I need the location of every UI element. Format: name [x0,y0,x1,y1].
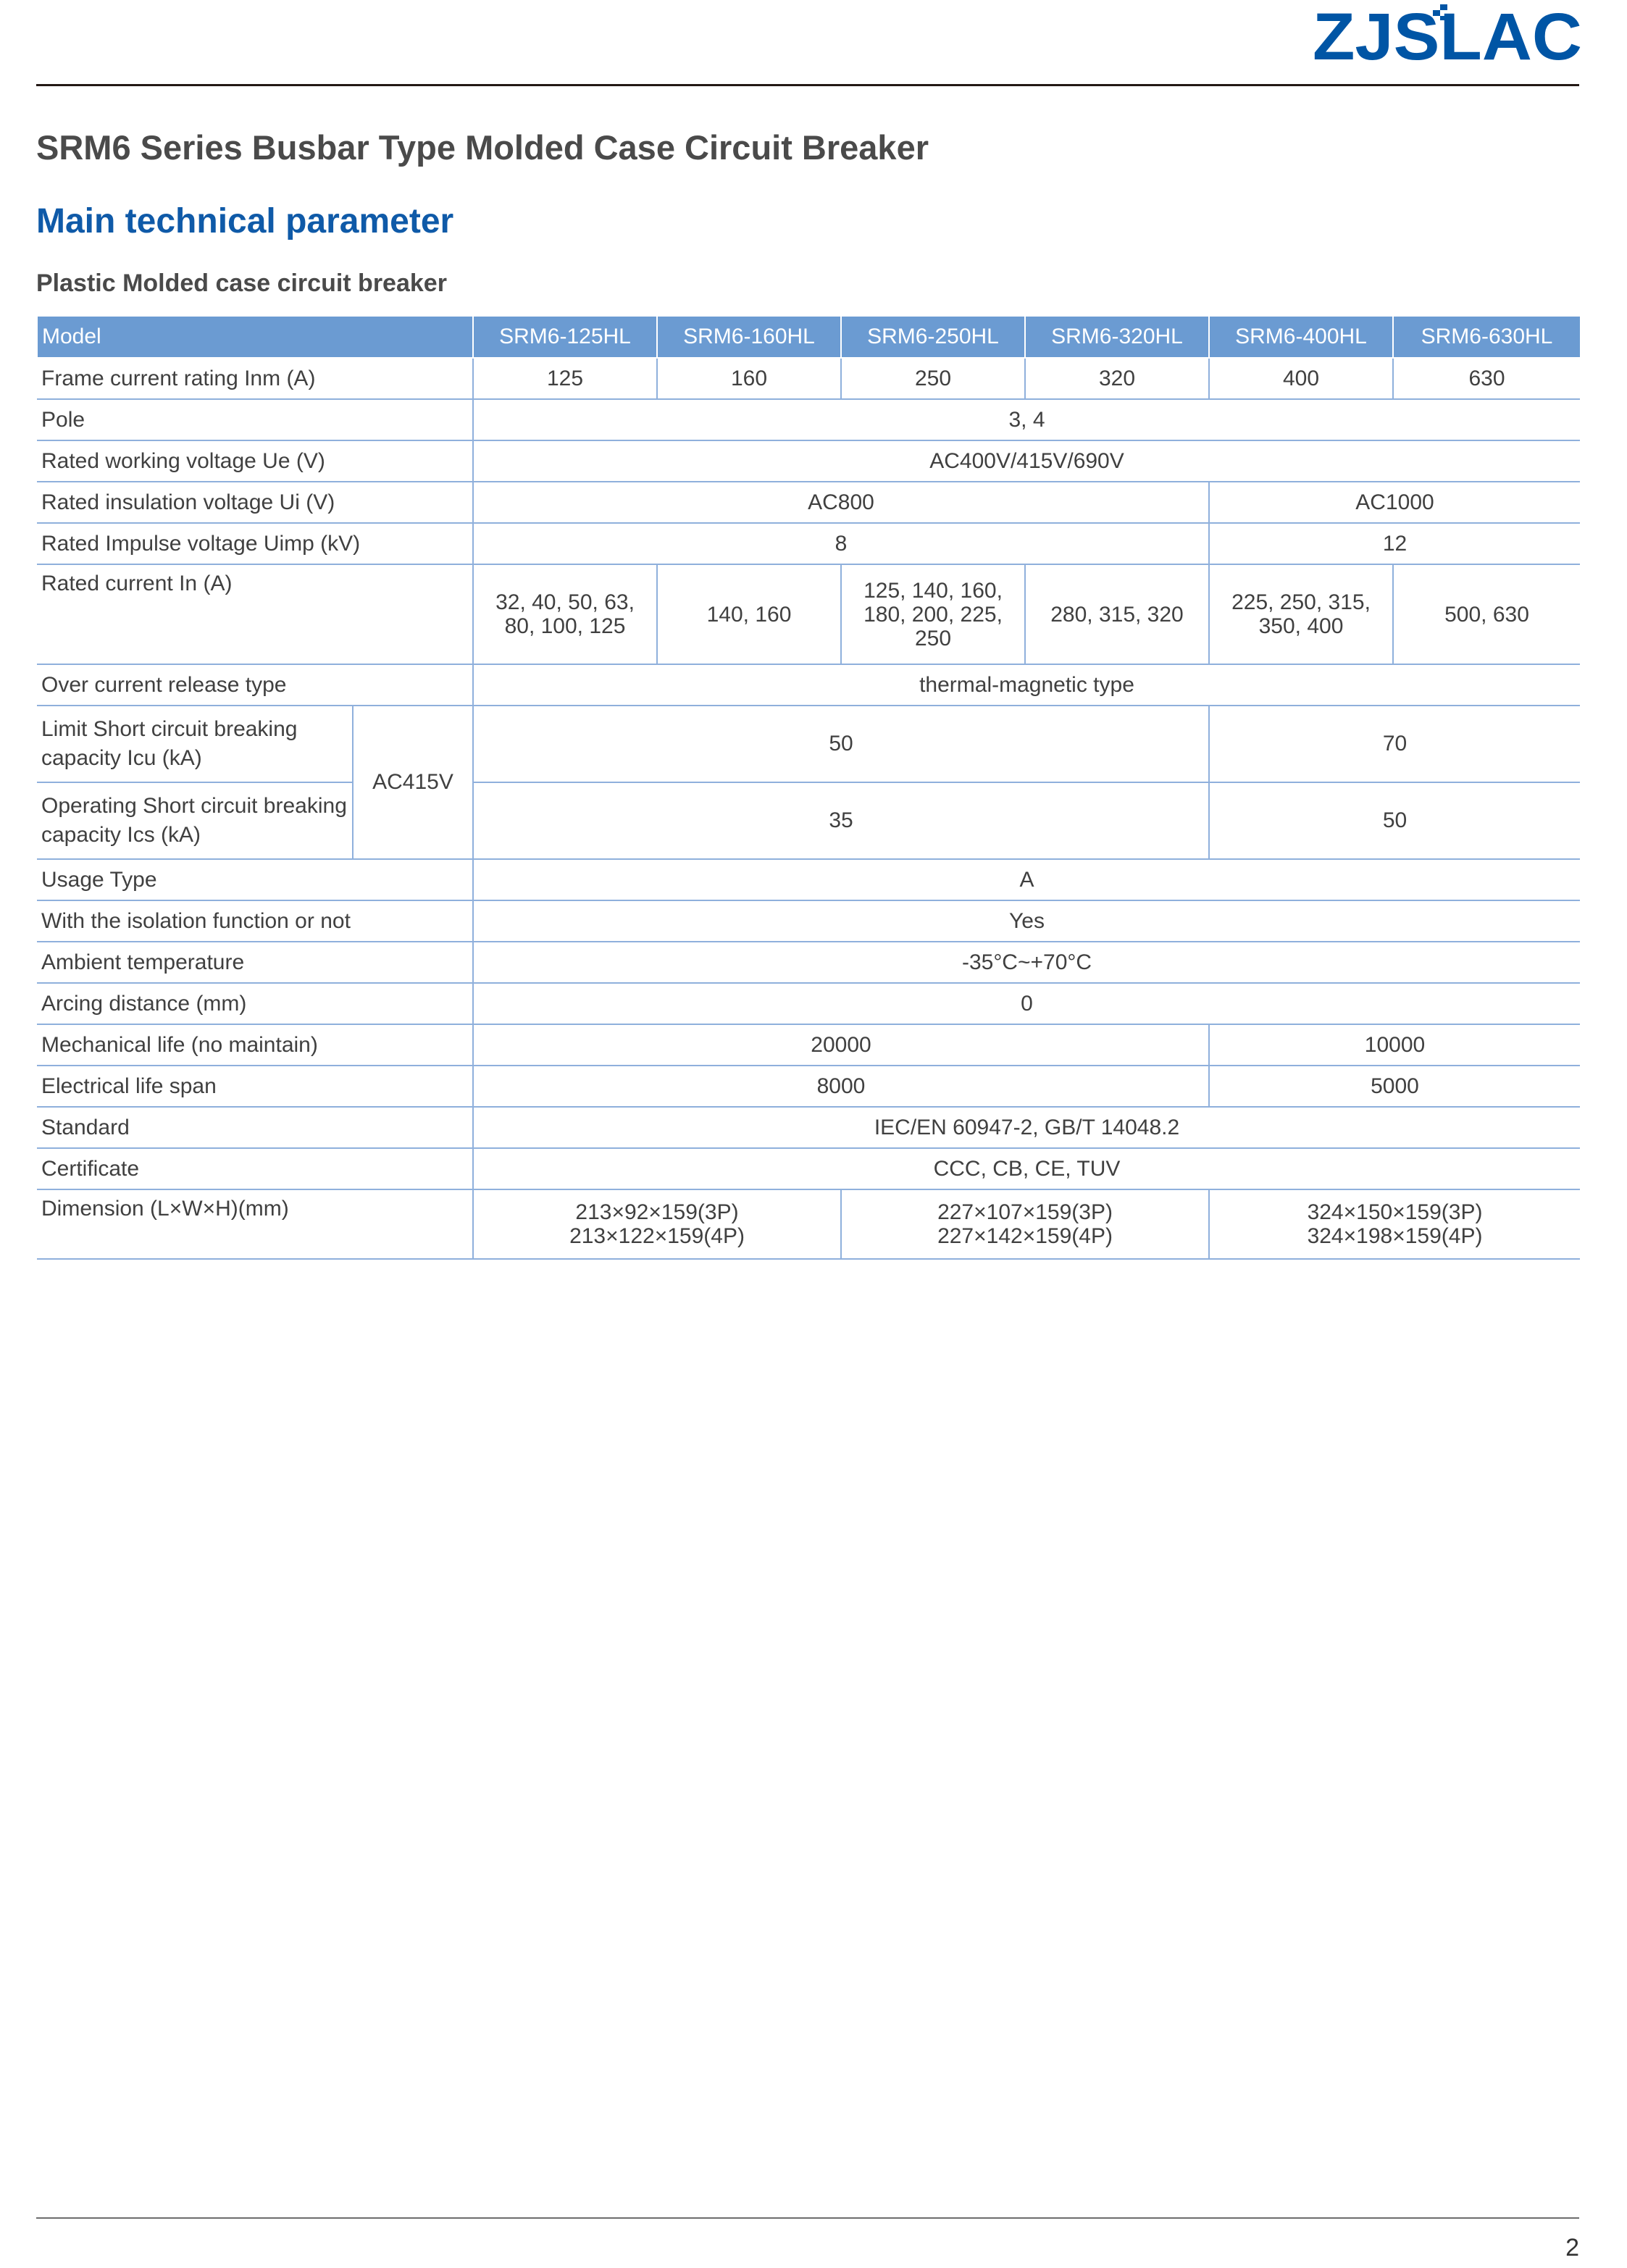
table-row: Frame current rating Inm (A) 125 160 250 320… [37,357,1580,400]
table-cell: 10000 [1208,1024,1580,1066]
table-cell: 8000 [472,1065,1210,1108]
table-row: Electrical life span 8000 5000 [37,1065,1580,1108]
row-label: Standard [37,1106,474,1149]
row-label: Ambient temperature [37,941,474,984]
row-label: Usage Type [37,858,474,901]
section-heading: Main technical parameter [36,202,454,240]
row-label: Certificate [37,1147,474,1190]
header-cell-model-3: SRM6-250HL [840,317,1026,359]
table-cell: 8 [472,522,1210,565]
table-header-row: Model SRM6-125HL SRM6-160HL SRM6-250HL SRM6-… [36,317,1580,359]
row-label: Mechanical life (no maintain) [37,1024,474,1066]
table-cell: 250 [840,357,1026,400]
header-cell-model-5: SRM6-400HL [1208,317,1394,359]
table-cell: 160 [656,357,842,400]
table-cell: thermal-magnetic type [472,664,1580,706]
table-cell: 3, 4 [472,398,1580,441]
table-row: Certificate CCC, CB, CE, TUV [37,1147,1580,1190]
table-cell: CCC, CB, CE, TUV [472,1147,1580,1190]
row-label: Rated current In (A) [37,564,474,665]
row-label: Over current release type [37,664,474,706]
table-row: Mechanical life (no maintain) 20000 10000 [37,1024,1580,1066]
table-cell: 140, 160 [656,564,842,665]
table-cell: 35 [472,782,1210,860]
table-cell: 280, 315, 320 [1024,564,1210,665]
table-cell: 70 [1208,705,1580,783]
table-cell: AC800 [472,481,1210,524]
table-row: Usage Type A [37,858,1580,901]
row-label: Rated Impulse voltage Uimp (kV) [37,522,474,565]
table-row: Rated Impulse voltage Uimp (kV) 8 12 [37,522,1580,565]
table-cell: 50 [472,705,1210,783]
table-cell: AC1000 [1208,481,1580,524]
row-label: Frame current rating Inm (A) [37,357,474,400]
table-cell: IEC/EN 60947-2, GB/T 14048.2 [472,1106,1580,1149]
table-row: Limit Short circuit breaking capacity Ic… [37,705,1580,860]
table-cell: 320 [1024,357,1210,400]
table-cell: AC415V [352,705,474,860]
table-cell: 32, 40, 50, 63, 80, 100, 125 [472,564,658,665]
table-caption: Plastic Molded case circuit breaker [36,269,447,297]
table-row: Rated current In (A) 32, 40, 50, 63, 80, … [37,564,1580,665]
table-cell: 213×92×159(3P) 213×122×159(4P) [472,1189,842,1260]
table-cell: 5000 [1208,1065,1580,1108]
table-row: With the isolation function or not Yes [37,900,1580,942]
table-row: Pole 3, 4 [37,398,1580,441]
table-cell: A [472,858,1580,901]
table-row: Over current release type thermal-magneti… [37,664,1580,706]
row-label: Rated working voltage Ue (V) [37,440,474,482]
row-label: Arcing distance (mm) [37,982,474,1025]
table-cell: AC400V/415V/690V [472,440,1580,482]
header-cell-model-2: SRM6-160HL [656,317,842,359]
header-cell-model-6: SRM6-630HL [1392,317,1580,359]
header-cell-model: Model [36,317,474,359]
row-label: Rated insulation voltage Ui (V) [37,481,474,524]
page-number: 2 [1565,2234,1579,2261]
table-row: Standard IEC/EN 60947-2, GB/T 14048.2 [37,1106,1580,1149]
table-cell: 500, 630 [1392,564,1580,665]
table-cell: 12 [1208,522,1580,565]
table-row: Operating Short circuit breaking capacit… [37,782,1580,860]
row-label: Operating Short circuit breaking capacit… [37,782,354,860]
header-cell-model-4: SRM6-320HL [1024,317,1210,359]
row-label: Pole [37,398,474,441]
svg-text:ZJSLAC: ZJSLAC [1313,4,1582,62]
table-row: Ambient temperature -35°C~+70°C [37,941,1580,984]
row-label: Limit Short circuit breaking capacity Ic… [37,705,354,783]
row-label: Electrical life span [37,1065,474,1108]
zjslac-logo: ZJSLAC [1313,4,1582,62]
row-label: With the isolation function or not [37,900,474,942]
table-row: Rated working voltage Ue (V) AC400V/415V/… [37,440,1580,482]
table-cell: 630 [1392,357,1580,400]
table-cell: -35°C~+70°C [472,941,1580,984]
table-cell: 0 [472,982,1580,1025]
header-rule [36,84,1579,86]
parameter-table: Model SRM6-125HL SRM6-160HL SRM6-250HL SRM6-… [36,317,1580,1260]
page-title: SRM6 Series Busbar Type Molded Case Circ… [36,128,929,167]
table-row: Arcing distance (mm) 0 [37,982,1580,1025]
table-cell: 227×107×159(3P) 227×142×159(4P) [840,1189,1210,1260]
table-cell: Yes [472,900,1580,942]
footer-rule [36,2217,1579,2219]
table-cell: 324×150×159(3P) 324×198×159(4P) [1208,1189,1580,1260]
table-cell: 125, 140, 160, 180, 200, 225, 250 [840,564,1026,665]
table-cell: 125 [472,357,658,400]
table-cell: 50 [1208,782,1580,860]
table-cell: 20000 [472,1024,1210,1066]
table-row: Rated insulation voltage Ui (V) AC800 AC10… [37,481,1580,524]
header-cell-model-1: SRM6-125HL [472,317,658,359]
table-row: Dimension (L×W×H)(mm) 213×92×159(3P) 213×… [37,1189,1580,1260]
row-label: Dimension (L×W×H)(mm) [37,1189,474,1260]
table-cell: 225, 250, 315, 350, 400 [1208,564,1394,665]
table-cell: 400 [1208,357,1394,400]
